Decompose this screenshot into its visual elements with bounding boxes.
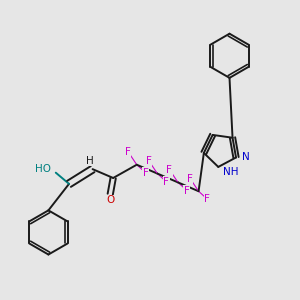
Text: F: F: [142, 168, 148, 178]
Text: HO: HO: [35, 164, 51, 174]
Text: F: F: [166, 165, 172, 175]
Text: F: F: [146, 156, 152, 166]
Text: F: F: [187, 174, 193, 184]
Text: F: F: [163, 177, 169, 187]
Text: H: H: [86, 156, 94, 166]
Text: O: O: [107, 195, 115, 205]
Text: N: N: [242, 152, 250, 162]
Text: F: F: [125, 147, 131, 158]
Text: F: F: [205, 194, 210, 205]
Text: F: F: [184, 186, 190, 196]
Text: NH: NH: [223, 167, 238, 177]
